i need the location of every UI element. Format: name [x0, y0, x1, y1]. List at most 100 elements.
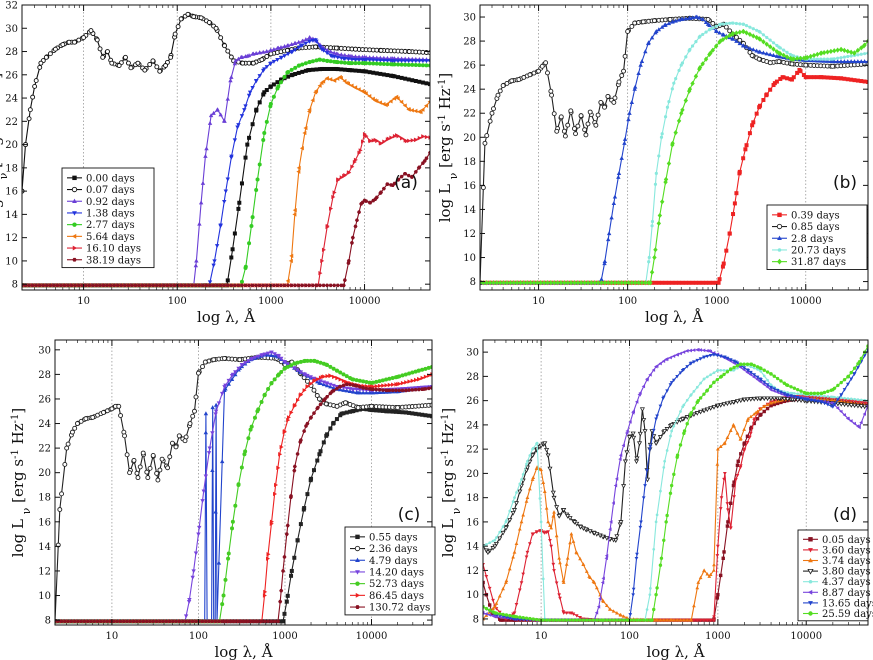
legend-label: 0.55 days — [369, 532, 418, 543]
series-25.59-days — [483, 344, 868, 622]
y-tick-label: 28 — [5, 47, 18, 58]
legend-label: 1.38 days — [86, 208, 135, 219]
x-tick-label: 100 — [168, 296, 187, 307]
panel-2: 10 100 1000 10000 8 10 12 14 16 18 20 22 24 26 28 30 log… — [436, 4, 869, 326]
y-tick-label: 14 — [5, 210, 18, 221]
y-tick-label: 26 — [463, 61, 476, 72]
y-tick-label: 32 — [5, 1, 18, 12]
y-tick-label: 30 — [466, 348, 479, 359]
x-tick-label: 100 — [189, 631, 208, 642]
plot-area — [480, 14, 868, 286]
panel-1: 10 100 1000 10000 8 10 12 14 16 18 20 22 24 26 28 30 32 l… — [0, 1, 431, 326]
legend-label: 0.05 days — [822, 535, 871, 546]
legend-label: 0.85 days — [791, 222, 840, 233]
y-tick-label: 26 — [466, 396, 479, 407]
legend-label: 0.07 days — [86, 185, 135, 196]
legend-label: 4.79 days — [369, 556, 418, 567]
y-tick-label: 12 — [38, 566, 51, 577]
y-tick-label: 22 — [463, 109, 476, 120]
x-tick-label: 100 — [618, 296, 637, 307]
series-markers — [22, 11, 430, 194]
x-tick-label: 10 — [532, 296, 545, 307]
y-tick-label: 12 — [466, 566, 479, 577]
panel-tag: (a) — [394, 173, 418, 193]
x-axis-label: log λ, Å — [214, 643, 272, 660]
x-axis-label: log λ, Å — [197, 308, 255, 326]
y-tick-label: 14 — [463, 205, 476, 216]
panel-4: 10 100 1000 10000 8 10 12 14 16 18 20 22 24 26 28 30 log… — [439, 339, 873, 660]
x-tick-label: 10 — [535, 631, 548, 642]
legend-label: 3.60 days — [822, 545, 871, 556]
legend-label: 31.87 days — [791, 257, 846, 268]
x-tick-label: 10000 — [356, 631, 388, 642]
legend-label: 5.64 days — [86, 232, 135, 243]
legend-label: 0.00 days — [86, 173, 135, 184]
legend-label: 2.77 days — [86, 220, 135, 231]
y-tick-label: 18 — [38, 493, 51, 504]
legend-label: 8.87 days — [822, 588, 871, 599]
series-markers — [480, 28, 868, 286]
series-31.87-days — [480, 28, 868, 286]
y-tick-label: 18 — [463, 157, 476, 168]
y-tick-label: 14 — [466, 542, 479, 553]
series-0.07-days — [22, 11, 430, 194]
legend-label: 3.80 days — [822, 567, 871, 578]
legend-label: 38.19 days — [86, 255, 141, 266]
y-tick-label: 28 — [466, 372, 479, 383]
y-axis-label: log L ν [erg s-1 Hz-1] — [9, 408, 33, 558]
y-tick-label: 30 — [38, 345, 51, 356]
y-tick-label: 20 — [463, 133, 476, 144]
legend-box — [344, 526, 436, 616]
y-tick-label: 18 — [466, 493, 479, 504]
x-tick-label: 10 — [106, 631, 119, 642]
legend-label: 13.65 days — [822, 598, 873, 609]
x-tick-label: 1000 — [705, 631, 730, 642]
y-tick-label: 12 — [5, 233, 18, 244]
plot-area — [55, 350, 432, 624]
y-tick-label: 12 — [463, 229, 476, 240]
legend-label: 20.73 days — [791, 245, 846, 256]
y-tick-label: 8 — [12, 280, 18, 291]
y-tick-label: 22 — [38, 444, 51, 455]
legend-label: 86.45 days — [369, 591, 424, 602]
panel-tag: (c) — [398, 505, 421, 525]
plot-frame — [21, 4, 431, 291]
y-tick-label: 14 — [38, 542, 51, 553]
legend-box — [766, 204, 868, 270]
legend-label: 14.20 days — [369, 567, 424, 578]
y-tick-label: 30 — [5, 24, 18, 35]
legend-label: 0.92 days — [86, 197, 135, 208]
legend-label: 130.72 days — [369, 603, 430, 614]
plot-area — [22, 11, 430, 288]
plot-frame — [479, 4, 869, 291]
series-markers — [55, 382, 432, 624]
y-tick-label: 28 — [38, 370, 51, 381]
legend-label: 4.37 days — [822, 577, 871, 588]
x-tick-label: 100 — [620, 631, 639, 642]
series-130.72-days — [55, 382, 432, 624]
y-tick-label: 16 — [38, 517, 51, 528]
plot-frame — [54, 339, 433, 626]
y-tick-label: 24 — [38, 419, 51, 430]
legend-label: 25.59 days — [822, 609, 873, 620]
plot-frame — [482, 339, 869, 626]
y-tick-label: 18 — [5, 163, 18, 174]
y-axis-label: log L ν [erg s-1 Hz-1] — [439, 408, 463, 558]
x-axis-label: log λ, Å — [646, 643, 704, 660]
y-tick-label: 10 — [5, 256, 18, 267]
y-tick-label: 24 — [463, 85, 476, 96]
y-tick-label: 16 — [5, 187, 18, 198]
y-tick-label: 16 — [463, 181, 476, 192]
y-tick-label: 22 — [466, 445, 479, 456]
y-tick-label: 10 — [38, 591, 51, 602]
y-tick-label: 30 — [463, 13, 476, 24]
y-tick-label: 26 — [38, 394, 51, 405]
y-tick-label: 20 — [466, 469, 479, 480]
y-tick-label: 24 — [466, 420, 479, 431]
x-tick-label: 1000 — [704, 296, 729, 307]
